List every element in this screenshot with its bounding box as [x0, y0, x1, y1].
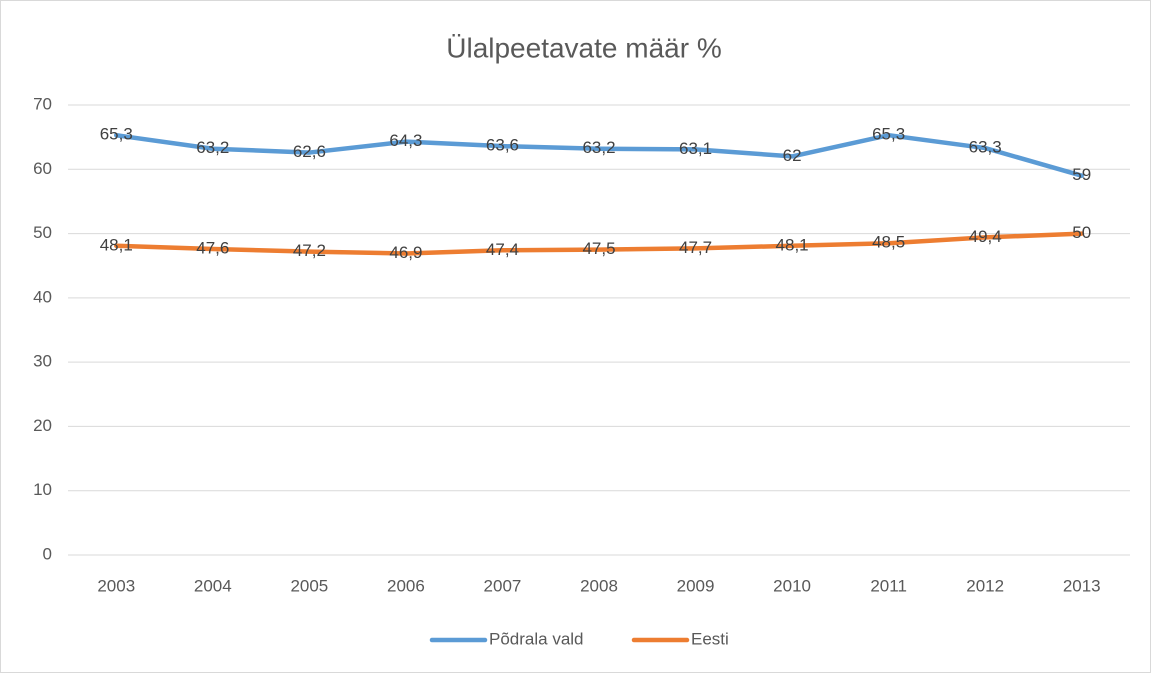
x-tick-label: 2012: [966, 576, 1004, 595]
data-label: 47,7: [679, 238, 712, 257]
x-tick-label: 2013: [1063, 576, 1101, 595]
data-label: 63,2: [196, 138, 229, 157]
x-tick-label: 2008: [580, 576, 618, 595]
x-tick-label: 2006: [387, 576, 425, 595]
y-tick-label: 40: [33, 287, 52, 306]
y-tick-label: 30: [33, 352, 52, 371]
y-tick-label: 20: [33, 416, 52, 435]
x-tick-label: 2004: [194, 576, 232, 595]
x-tick-label: 2007: [484, 576, 522, 595]
data-label: 46,9: [389, 243, 422, 262]
y-tick-label: 0: [43, 544, 52, 563]
chart-title: Ülalpeetavate määr %: [446, 32, 721, 63]
data-label: 63,2: [582, 138, 615, 157]
data-label: 47,6: [196, 238, 229, 257]
data-label: 49,4: [969, 227, 1002, 246]
data-label: 62: [783, 146, 802, 165]
series-line: [114, 132, 1084, 178]
data-label: 47,2: [293, 241, 326, 260]
data-label: 47,4: [486, 240, 519, 259]
x-tick-label: 2011: [870, 576, 907, 595]
data-label: 64,3: [389, 131, 422, 150]
data-label: 63,1: [679, 139, 712, 158]
legend-label: Põdrala vald: [489, 629, 584, 648]
data-label: 63,6: [486, 136, 519, 155]
y-tick-label: 60: [33, 159, 52, 178]
y-tick-label: 50: [33, 223, 52, 242]
x-tick-label: 2003: [97, 576, 135, 595]
x-tick-label: 2009: [677, 576, 715, 595]
data-label: 65,3: [100, 125, 133, 144]
data-label: 65,3: [872, 125, 905, 144]
data-label: 59: [1072, 165, 1091, 184]
data-label: 47,5: [582, 239, 615, 258]
data-label: 50: [1072, 223, 1091, 242]
data-label: 63,3: [969, 138, 1002, 157]
data-label: 48,1: [100, 235, 133, 254]
x-tick-label: 2010: [773, 576, 811, 595]
data-label: 62,6: [293, 142, 326, 161]
legend-label: Eesti: [691, 629, 729, 648]
series-line: [114, 231, 1084, 256]
data-label: 48,1: [776, 235, 809, 254]
x-tick-label: 2005: [290, 576, 328, 595]
data-label: 48,5: [872, 233, 905, 252]
y-tick-label: 10: [33, 480, 52, 499]
y-tick-label: 70: [33, 94, 52, 113]
